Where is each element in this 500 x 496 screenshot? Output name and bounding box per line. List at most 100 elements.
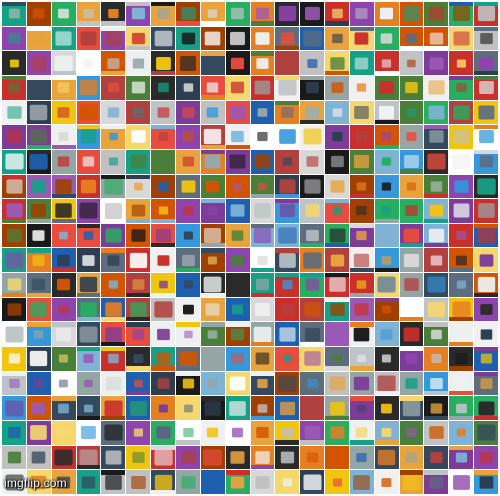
thumbnail-banner-strip <box>101 415 126 421</box>
thumbnail-banner-strip <box>250 267 275 273</box>
thumbnail-product-shape <box>278 55 296 71</box>
thumbnail-tile <box>275 347 300 371</box>
thumbnail-tile <box>474 199 498 223</box>
thumbnail-tile <box>126 421 151 445</box>
thumbnail-tile <box>325 347 349 371</box>
thumbnail-tile <box>424 26 449 51</box>
thumbnail-tile <box>349 273 374 297</box>
thumbnail-tile <box>225 445 250 470</box>
thumbnail-tile <box>126 26 151 51</box>
thumbnail-tile <box>151 273 175 297</box>
thumbnail-product-shape <box>381 255 392 265</box>
thumbnail-banner-strip <box>449 341 474 347</box>
thumbnail-product-shape <box>306 378 318 389</box>
thumbnail-banner-strip <box>250 465 275 470</box>
thumbnail-banner-strip <box>474 223 498 229</box>
thumbnail-product-shape <box>357 404 366 412</box>
thumbnail-tile <box>250 273 275 297</box>
thumbnail-banner-strip <box>126 322 151 327</box>
thumbnail-product-shape <box>283 355 292 363</box>
thumbnail-tile <box>2 248 26 273</box>
thumbnail-tile <box>325 75 349 100</box>
thumbnail-product-shape <box>33 8 45 19</box>
thumbnail-tile <box>349 322 374 347</box>
thumbnail-tile <box>151 199 175 223</box>
thumbnail-tile <box>399 125 424 149</box>
thumbnail-product-shape <box>208 330 218 339</box>
thumbnail-tile <box>474 2 498 26</box>
thumbnail-banner-strip <box>399 470 424 475</box>
thumbnail-product-shape <box>108 9 119 19</box>
thumbnail-tile <box>175 297 200 322</box>
thumbnail-product-shape <box>478 130 494 144</box>
thumbnail-product-shape <box>57 107 70 118</box>
thumbnail-tile <box>250 322 275 347</box>
thumbnail-banner-strip <box>101 341 126 347</box>
thumbnail-product-shape <box>304 302 321 317</box>
thumbnail-banner-strip <box>424 125 449 130</box>
thumbnail-tile <box>101 75 126 100</box>
thumbnail-banner-strip <box>101 70 126 75</box>
thumbnail-tile <box>200 248 225 273</box>
thumbnail-product-shape <box>205 475 220 489</box>
thumbnail-tile <box>225 2 250 26</box>
thumbnail-product-shape <box>57 156 70 167</box>
thumbnail-tile <box>2 273 26 297</box>
thumbnail-product-shape <box>480 329 492 340</box>
thumbnail-tile <box>26 100 51 125</box>
thumbnail-banner-strip <box>151 445 175 450</box>
thumbnail-tile <box>200 371 225 396</box>
thumbnail-tile <box>26 75 51 100</box>
thumbnail-product-shape <box>8 82 20 94</box>
thumbnail-tile <box>250 2 275 26</box>
thumbnail-tile <box>325 51 349 75</box>
thumbnail-tile <box>374 322 399 347</box>
thumbnail-banner-strip <box>474 70 498 75</box>
thumbnail-product-shape <box>182 206 193 216</box>
thumbnail-tile <box>399 470 424 494</box>
thumbnail-banner-strip <box>2 292 26 297</box>
thumbnail-product-shape <box>6 130 22 144</box>
thumbnail-product-shape <box>279 327 296 342</box>
thumbnail-product-shape <box>356 231 367 241</box>
thumbnail-product-shape <box>105 326 122 342</box>
thumbnail-product-shape <box>104 400 123 417</box>
thumbnail-tile <box>250 174 275 199</box>
thumbnail-tile <box>349 347 374 371</box>
thumbnail-tile <box>175 174 200 199</box>
thumbnail-product-shape <box>182 132 194 142</box>
thumbnail-product-shape <box>255 352 270 365</box>
thumbnail-tile <box>250 75 275 100</box>
thumbnail-banner-strip <box>250 21 275 26</box>
thumbnail-banner-strip <box>300 440 325 445</box>
thumbnail-product-shape <box>255 279 269 291</box>
thumbnail-tile <box>449 223 474 248</box>
thumbnail-banner-strip <box>424 470 449 475</box>
thumbnail-banner-strip <box>101 248 126 253</box>
thumbnail-banner-strip <box>474 125 498 130</box>
thumbnail-tile <box>250 396 275 421</box>
thumbnail-banner-strip <box>26 26 51 31</box>
thumbnail-tile <box>325 248 349 273</box>
thumbnail-tile <box>374 26 399 51</box>
thumbnail-product-shape <box>279 129 296 145</box>
thumbnail-banner-strip <box>300 243 325 248</box>
thumbnail-banner-strip <box>151 125 175 130</box>
thumbnail-banner-strip <box>2 218 26 223</box>
thumbnail-product-shape <box>133 379 143 388</box>
thumbnail-tile <box>300 100 325 125</box>
thumbnail-tile <box>399 445 424 470</box>
thumbnail-banner-strip <box>26 75 51 81</box>
thumbnail-tile <box>200 75 225 100</box>
thumbnail-tile <box>151 51 175 75</box>
thumbnail-tile <box>449 470 474 494</box>
thumbnail-banner-strip <box>325 415 349 421</box>
thumbnail-tile <box>374 273 399 297</box>
thumbnail-product-shape <box>183 231 193 240</box>
thumbnail-tile <box>101 199 126 223</box>
thumbnail-tile <box>200 51 225 75</box>
thumbnail-product-shape <box>304 327 320 341</box>
thumbnail-tile <box>349 371 374 396</box>
thumbnail-product-shape <box>83 58 94 68</box>
